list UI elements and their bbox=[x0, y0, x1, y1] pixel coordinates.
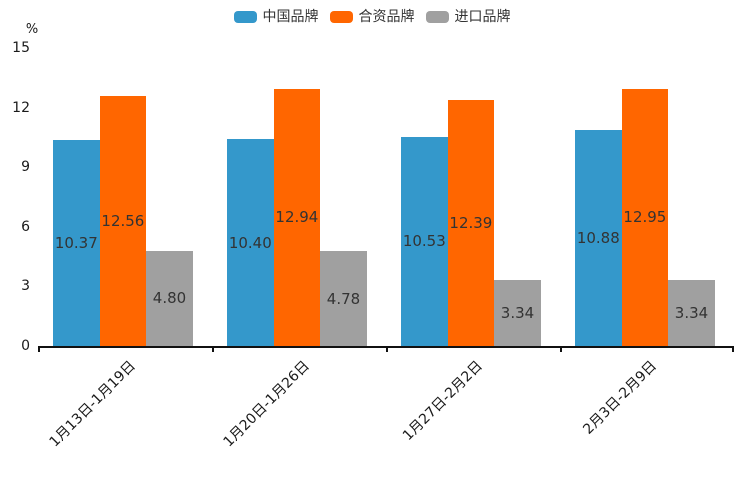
bar-value-label: 4.80 bbox=[152, 289, 187, 308]
x-axis-tick-mark bbox=[560, 346, 562, 352]
plot-area: 10.37 12.56 4.80 10.40 12.94 4.78 10.53 12.39 3.… bbox=[38, 48, 734, 352]
x-axis-category-label: 1月27日-2月2日 bbox=[400, 358, 487, 444]
x-axis-category-label: 1月20日-1月26日 bbox=[220, 358, 313, 451]
bar-value-label: 10.40 bbox=[228, 233, 272, 252]
bar-value-label: 10.88 bbox=[576, 228, 620, 247]
x-axis-tick-mark bbox=[732, 346, 734, 352]
legend-item-3[interactable]: 进口品牌 bbox=[425, 9, 511, 25]
legend-label: 进口品牌 bbox=[454, 9, 511, 25]
bar-series3-group4 bbox=[668, 279, 715, 346]
legend-label: 中国品牌 bbox=[262, 9, 319, 25]
legend-item-2[interactable]: 合资品牌 bbox=[329, 9, 415, 25]
legend-label: 合资品牌 bbox=[358, 9, 415, 25]
bar-value-label: 4.78 bbox=[326, 289, 361, 308]
y-tick-label: 0 bbox=[21, 338, 30, 354]
bar-series1-group2 bbox=[227, 139, 274, 346]
x-axis-tick-mark bbox=[212, 346, 214, 352]
y-tick-label: 12 bbox=[12, 99, 30, 116]
bar-series3-group2 bbox=[320, 251, 367, 346]
chart-legend: 中国品牌 合资品牌 进口品牌 bbox=[0, 9, 744, 25]
x-axis-tick-mark bbox=[38, 346, 40, 352]
legend-swatch-icon bbox=[425, 11, 449, 23]
y-tick-label: 15 bbox=[12, 40, 30, 56]
y-axis-unit-label: % bbox=[25, 22, 39, 37]
y-tick-label: 6 bbox=[21, 218, 30, 235]
legend-item-1[interactable]: 中国品牌 bbox=[233, 9, 319, 25]
bar-value-label: 12.56 bbox=[101, 212, 145, 231]
x-axis-category-label: 1月13日-1月19日 bbox=[46, 358, 139, 451]
bar-series2-group2 bbox=[273, 88, 321, 346]
bar-value-label: 12.39 bbox=[449, 213, 493, 232]
bar-value-label: 12.95 bbox=[623, 208, 667, 227]
legend-swatch-icon bbox=[329, 11, 353, 23]
y-tick-label: 3 bbox=[21, 278, 30, 295]
bar-value-label: 12.94 bbox=[275, 208, 319, 227]
bar-series2-group3 bbox=[447, 99, 495, 346]
bar-series3-group1 bbox=[146, 250, 193, 346]
bar-series2-group1 bbox=[99, 96, 147, 346]
legend-swatch-icon bbox=[233, 11, 257, 23]
bar-series1-group1 bbox=[53, 139, 100, 346]
bar-series1-group4 bbox=[575, 129, 622, 346]
bar-series1-group3 bbox=[401, 136, 448, 346]
y-tick-label: 9 bbox=[21, 159, 30, 176]
x-axis-category-label: 2月3日-2月9日 bbox=[580, 358, 661, 438]
bar-series3-group3 bbox=[494, 279, 541, 346]
bar-value-label: 3.34 bbox=[500, 303, 535, 322]
x-axis-tick-mark bbox=[386, 346, 388, 352]
bar-value-label: 3.34 bbox=[674, 303, 709, 322]
bar-value-label: 10.53 bbox=[402, 232, 446, 251]
bar-series2-group4 bbox=[621, 88, 669, 346]
bar-value-label: 10.37 bbox=[54, 233, 98, 252]
